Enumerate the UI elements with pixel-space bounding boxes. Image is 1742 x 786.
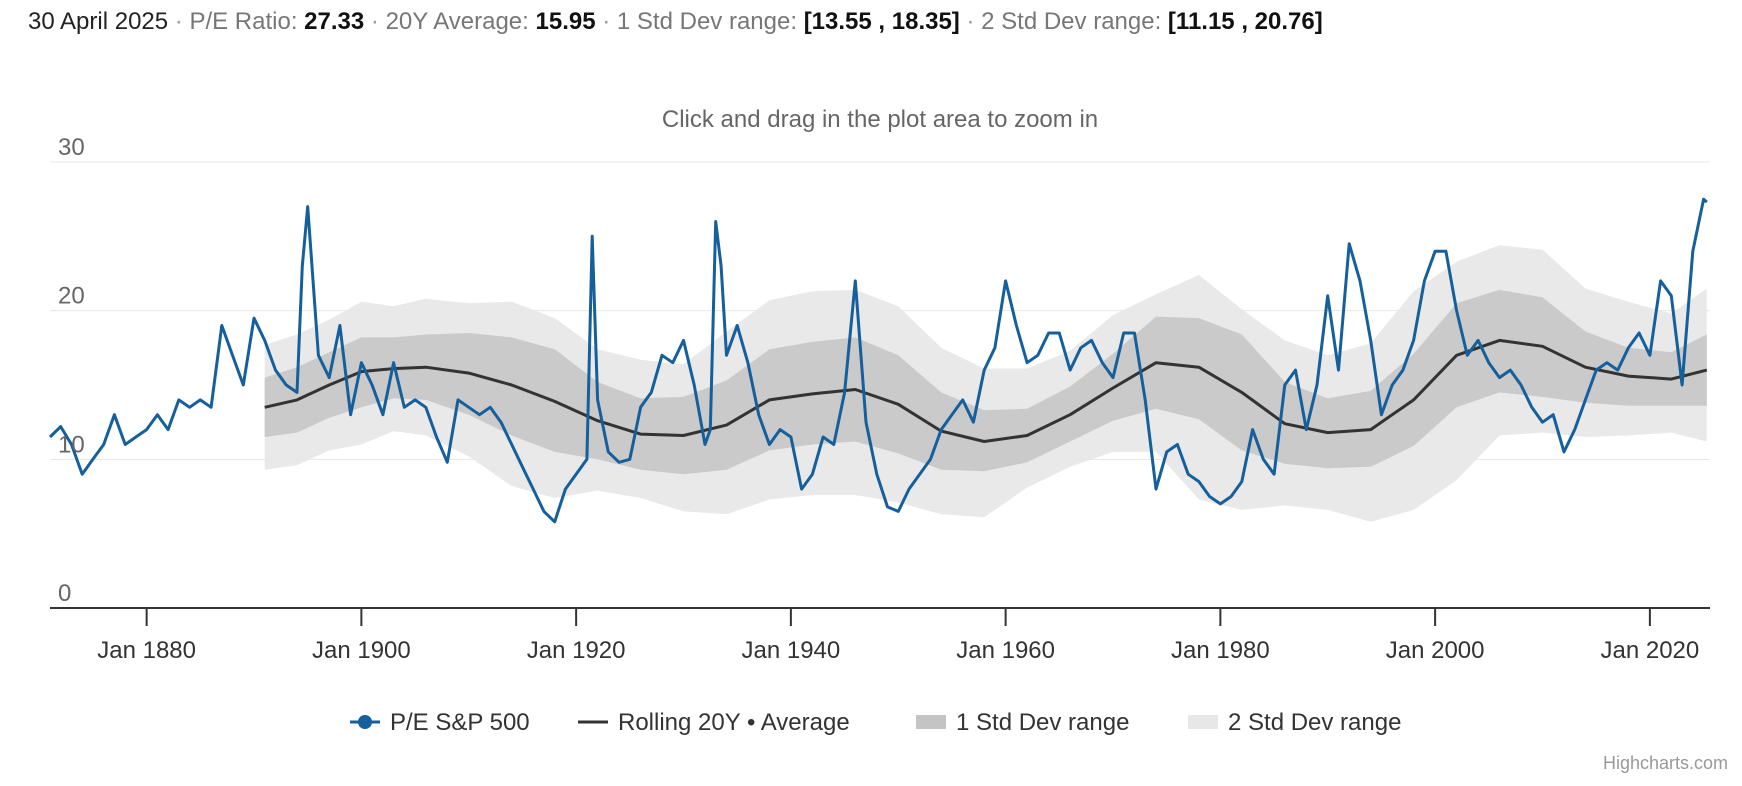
y-tick-label: 0 [58, 580, 71, 607]
x-tick-label: Jan 1900 [312, 637, 411, 664]
pe-ratio-label: P/E Ratio: [189, 8, 298, 35]
legend-item-2[interactable]: Rolling 20Y • Average [578, 709, 850, 736]
stats-summary: 30 April 2025 · P/E Ratio: 27.33 · 20Y A… [28, 8, 1323, 36]
legend-box-symbol [916, 715, 946, 729]
y-tick-label: 20 [58, 283, 85, 310]
x-tick-label: Jan 2020 [1600, 637, 1699, 664]
std1-range-value: [13.55 , 18.35] [803, 8, 960, 35]
legend-label: 2 Std Dev range [1228, 709, 1401, 736]
average-label: 20Y Average: [385, 8, 529, 35]
stats-separator: · [966, 8, 982, 35]
std-dev-bands [264, 245, 1707, 522]
legend-marker-symbol [358, 715, 372, 729]
legend-item-1[interactable]: P/E S&P 500 [350, 709, 530, 736]
pe-sp500-line[interactable] [48, 197, 1708, 524]
series-lines [48, 197, 1708, 524]
y-tick-label: 10 [58, 431, 85, 458]
x-tick-label: Jan 1960 [956, 637, 1055, 664]
stats-separator: · [370, 8, 386, 35]
x-tick-label: Jan 1880 [97, 637, 196, 664]
chart-subtitle: Click and drag in the plot area to zoom … [662, 106, 1098, 133]
y-tick-label: 30 [58, 134, 85, 161]
stats-separator: · [602, 8, 617, 35]
axes: 0 10 20 30 Jan 1880 Jan 1900 Jan 1920 Jan 1940 J… [50, 134, 1710, 664]
legend-label: P/E S&P 500 [390, 709, 530, 736]
stats-separator: · [174, 8, 190, 35]
std2-range-value: [11.15 , 20.76] [1167, 8, 1323, 35]
x-tick-label: Jan 2000 [1386, 637, 1485, 664]
std1-range-label: 1 Std Dev range: [616, 8, 798, 35]
legend-item-3[interactable]: 1 Std Dev range [916, 709, 1129, 736]
legend-label: 1 Std Dev range [956, 709, 1129, 736]
std2-range-label: 2 Std Dev range: [981, 8, 1162, 35]
legend[interactable]: P/E S&P 500 Rolling 20Y • Average 1 Std De… [350, 709, 1401, 736]
average-value: 15.95 [535, 8, 596, 35]
x-tick-label: Jan 1920 [527, 637, 626, 664]
legend-label: Rolling 20Y • Average [618, 709, 850, 736]
rolling-average-line[interactable] [264, 338, 1708, 443]
highcharts-credits[interactable]: Highcharts.com [1602, 753, 1728, 773]
x-tick-label: Jan 1980 [1171, 637, 1270, 664]
legend-box-symbol [1188, 715, 1218, 729]
stats-date: 30 April 2025 [28, 8, 169, 35]
x-tick-label: Jan 1940 [741, 637, 840, 664]
legend-item-4[interactable]: 2 Std Dev range [1188, 709, 1401, 736]
pe-ratio-value: 27.33 [304, 8, 365, 35]
